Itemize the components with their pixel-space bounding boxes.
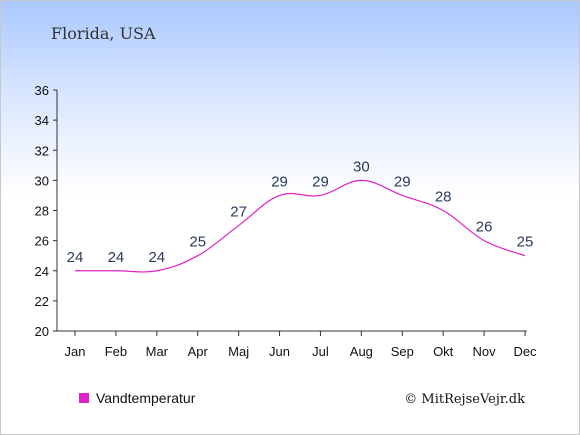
series-group [75, 179, 526, 273]
y-tick-label: 24 [35, 264, 49, 279]
data-label: 29 [394, 173, 411, 190]
y-tick-label: 22 [35, 294, 49, 309]
data-label: 29 [271, 173, 288, 190]
data-label: 25 [517, 234, 534, 251]
x-tick-label: Aug [350, 344, 373, 359]
x-tick-label: Jul [312, 344, 329, 359]
legend: Vandtemperatur [79, 390, 196, 406]
y-tick-label: 36 [35, 83, 49, 98]
y-tick-label: 30 [35, 173, 49, 188]
x-tick-label: Nov [473, 344, 497, 359]
data-label: 26 [476, 219, 493, 236]
y-tick-label: 34 [35, 113, 49, 128]
legend-swatch [79, 393, 89, 403]
y-tick-label: 26 [35, 234, 49, 249]
x-axis: Jan Feb Mar Apr Maj Jun Jul Aug Sep Okt Nov Dec [57, 330, 537, 359]
data-labels-group: 24 24 24 25 27 29 29 30 29 28 26 25 [67, 158, 534, 265]
y-tick-label: 28 [35, 204, 49, 219]
data-label: 24 [67, 249, 84, 266]
data-label: 25 [189, 234, 206, 251]
x-tick-label: Maj [228, 344, 249, 359]
x-tick-label: Okt [433, 344, 454, 359]
y-tick-label: 20 [35, 324, 49, 339]
legend-label: Vandtemperatur [96, 390, 196, 406]
data-label: 24 [108, 249, 125, 266]
x-tick-label: Mar [146, 344, 169, 359]
x-tick-label: Sep [391, 344, 414, 359]
credit-text: © MitRejseVejr.dk [404, 392, 525, 407]
data-label: 28 [435, 189, 452, 206]
data-label: 30 [353, 158, 370, 175]
x-tick-label: Jan [65, 344, 86, 359]
data-label: 24 [148, 249, 165, 266]
x-tick-label: Jun [269, 344, 290, 359]
chart-title: Florida, USA [51, 24, 156, 43]
data-label: 27 [230, 204, 247, 221]
data-label: 29 [312, 173, 329, 190]
x-tick-label: Dec [513, 344, 537, 359]
x-tick-label: Feb [105, 344, 127, 359]
x-tick-label: Apr [188, 344, 209, 359]
series-line-0 [75, 179, 526, 273]
y-axis: 20 22 24 26 28 30 32 34 36 [35, 83, 58, 339]
y-tick-label: 32 [35, 143, 49, 158]
